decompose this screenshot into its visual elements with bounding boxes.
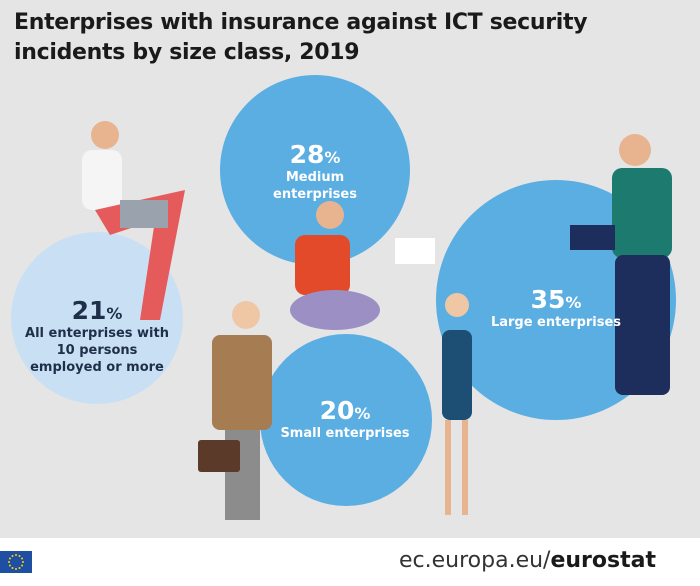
figure — [290, 201, 435, 330]
footer-brand: eurostat — [550, 548, 656, 573]
unit: % — [106, 304, 123, 323]
item: 35% Large enterprises — [486, 285, 626, 331]
unit: % — [354, 404, 371, 423]
figure — [442, 293, 472, 515]
value: 20 — [319, 396, 355, 425]
figure — [82, 121, 185, 320]
label: Medium enterprises — [273, 170, 357, 202]
item: 21% All enterprises with 10 persons emplo… — [22, 296, 172, 376]
value: 28 — [289, 140, 325, 169]
item: 28% Medium enterprises — [245, 140, 385, 203]
title: Enterprises with insurance against ICT s… — [14, 10, 588, 65]
circles — [11, 75, 676, 520]
value: 21 — [71, 296, 107, 325]
circle — [11, 232, 183, 404]
circle — [260, 334, 432, 506]
figure — [570, 134, 672, 395]
label: Large enterprises — [490, 315, 622, 330]
value-line: 35% — [486, 285, 626, 314]
footer-domain: ec.europa.eu/ — [399, 548, 551, 573]
label: All enterprises with 10 persons employed… — [25, 326, 169, 375]
label: Small enterprises — [280, 426, 410, 441]
circle — [220, 75, 410, 265]
unit: % — [324, 148, 341, 167]
unit: % — [565, 293, 582, 312]
value-line: 21% — [22, 296, 172, 325]
value-line: 20% — [270, 396, 420, 425]
value-line: 28% — [245, 140, 385, 169]
eu-flag — [0, 551, 32, 573]
figure — [198, 301, 272, 520]
value: 35 — [530, 285, 566, 314]
item: 20% Small enterprises — [270, 396, 420, 442]
footer: ec.europa.eu/eurostat — [399, 548, 656, 573]
